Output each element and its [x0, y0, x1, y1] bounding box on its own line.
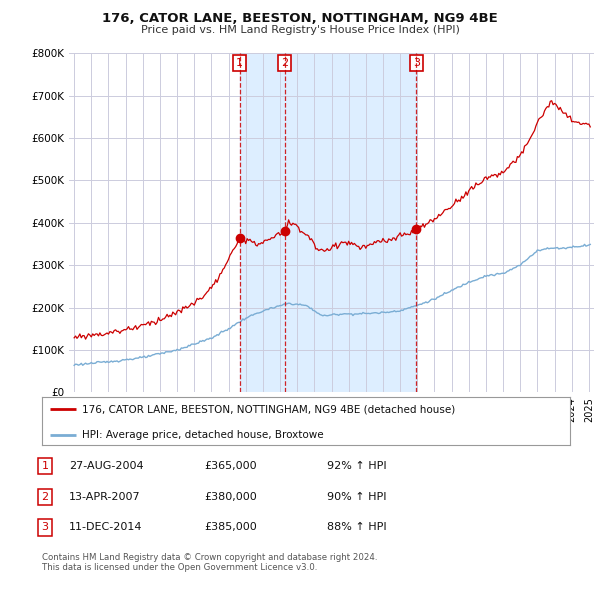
Text: 90% ↑ HPI: 90% ↑ HPI [327, 492, 386, 502]
Text: 27-AUG-2004: 27-AUG-2004 [69, 461, 143, 471]
Text: Price paid vs. HM Land Registry's House Price Index (HPI): Price paid vs. HM Land Registry's House … [140, 25, 460, 35]
Text: 1: 1 [41, 461, 49, 471]
Text: This data is licensed under the Open Government Licence v3.0.: This data is licensed under the Open Gov… [42, 563, 317, 572]
Text: 92% ↑ HPI: 92% ↑ HPI [327, 461, 386, 471]
Text: 3: 3 [413, 58, 420, 68]
Text: 2: 2 [41, 492, 49, 502]
Text: £380,000: £380,000 [204, 492, 257, 502]
Text: 2: 2 [281, 58, 289, 68]
Text: 88% ↑ HPI: 88% ↑ HPI [327, 523, 386, 532]
Bar [240, 53, 416, 392]
Text: £365,000: £365,000 [204, 461, 257, 471]
Text: Contains HM Land Registry data © Crown copyright and database right 2024.: Contains HM Land Registry data © Crown c… [42, 553, 377, 562]
Text: 1: 1 [236, 58, 243, 68]
Text: £385,000: £385,000 [204, 523, 257, 532]
Text: HPI: Average price, detached house, Broxtowe: HPI: Average price, detached house, Brox… [82, 430, 323, 440]
Text: 11-DEC-2014: 11-DEC-2014 [69, 523, 143, 532]
Text: 176, CATOR LANE, BEESTON, NOTTINGHAM, NG9 4BE: 176, CATOR LANE, BEESTON, NOTTINGHAM, NG… [102, 12, 498, 25]
Text: 3: 3 [41, 523, 49, 532]
Text: 176, CATOR LANE, BEESTON, NOTTINGHAM, NG9 4BE (detached house): 176, CATOR LANE, BEESTON, NOTTINGHAM, NG… [82, 404, 455, 414]
Text: 13-APR-2007: 13-APR-2007 [69, 492, 140, 502]
